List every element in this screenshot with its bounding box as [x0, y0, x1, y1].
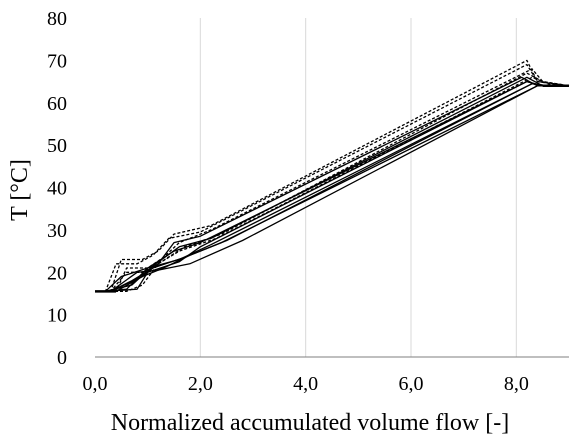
- x-axis-label: Normalized accumulated volume flow [-]: [111, 410, 510, 436]
- x-tick-label: 8,0: [504, 373, 529, 395]
- y-tick-labels: 0 10 20 30 40 50 60 70 80: [47, 8, 67, 369]
- y-tick-label: 0: [57, 347, 67, 369]
- y-tick-label: 30: [47, 220, 67, 242]
- series-line-5: [95, 86, 569, 291]
- x-tick-labels: 0,0 2,0 4,0 6,0 8,0: [83, 373, 529, 395]
- x-tick-label: 2,0: [188, 373, 213, 395]
- x-tick-label: 0,0: [83, 373, 108, 395]
- y-tick-label: 80: [47, 8, 67, 30]
- y-tick-label: 70: [47, 50, 67, 72]
- y-tick-label: 40: [47, 178, 67, 200]
- x-tick-label: 6,0: [399, 373, 424, 395]
- y-tick-label: 60: [47, 93, 67, 115]
- y-tick-label: 10: [47, 305, 67, 327]
- grid-lines: [200, 18, 516, 357]
- series-group: [95, 60, 569, 291]
- series-line-3: [95, 86, 569, 291]
- x-tick-label: 4,0: [293, 373, 318, 395]
- y-tick-label: 20: [47, 262, 67, 284]
- y-tick-label: 50: [47, 135, 67, 157]
- y-axis-label: T [°C]: [7, 159, 33, 221]
